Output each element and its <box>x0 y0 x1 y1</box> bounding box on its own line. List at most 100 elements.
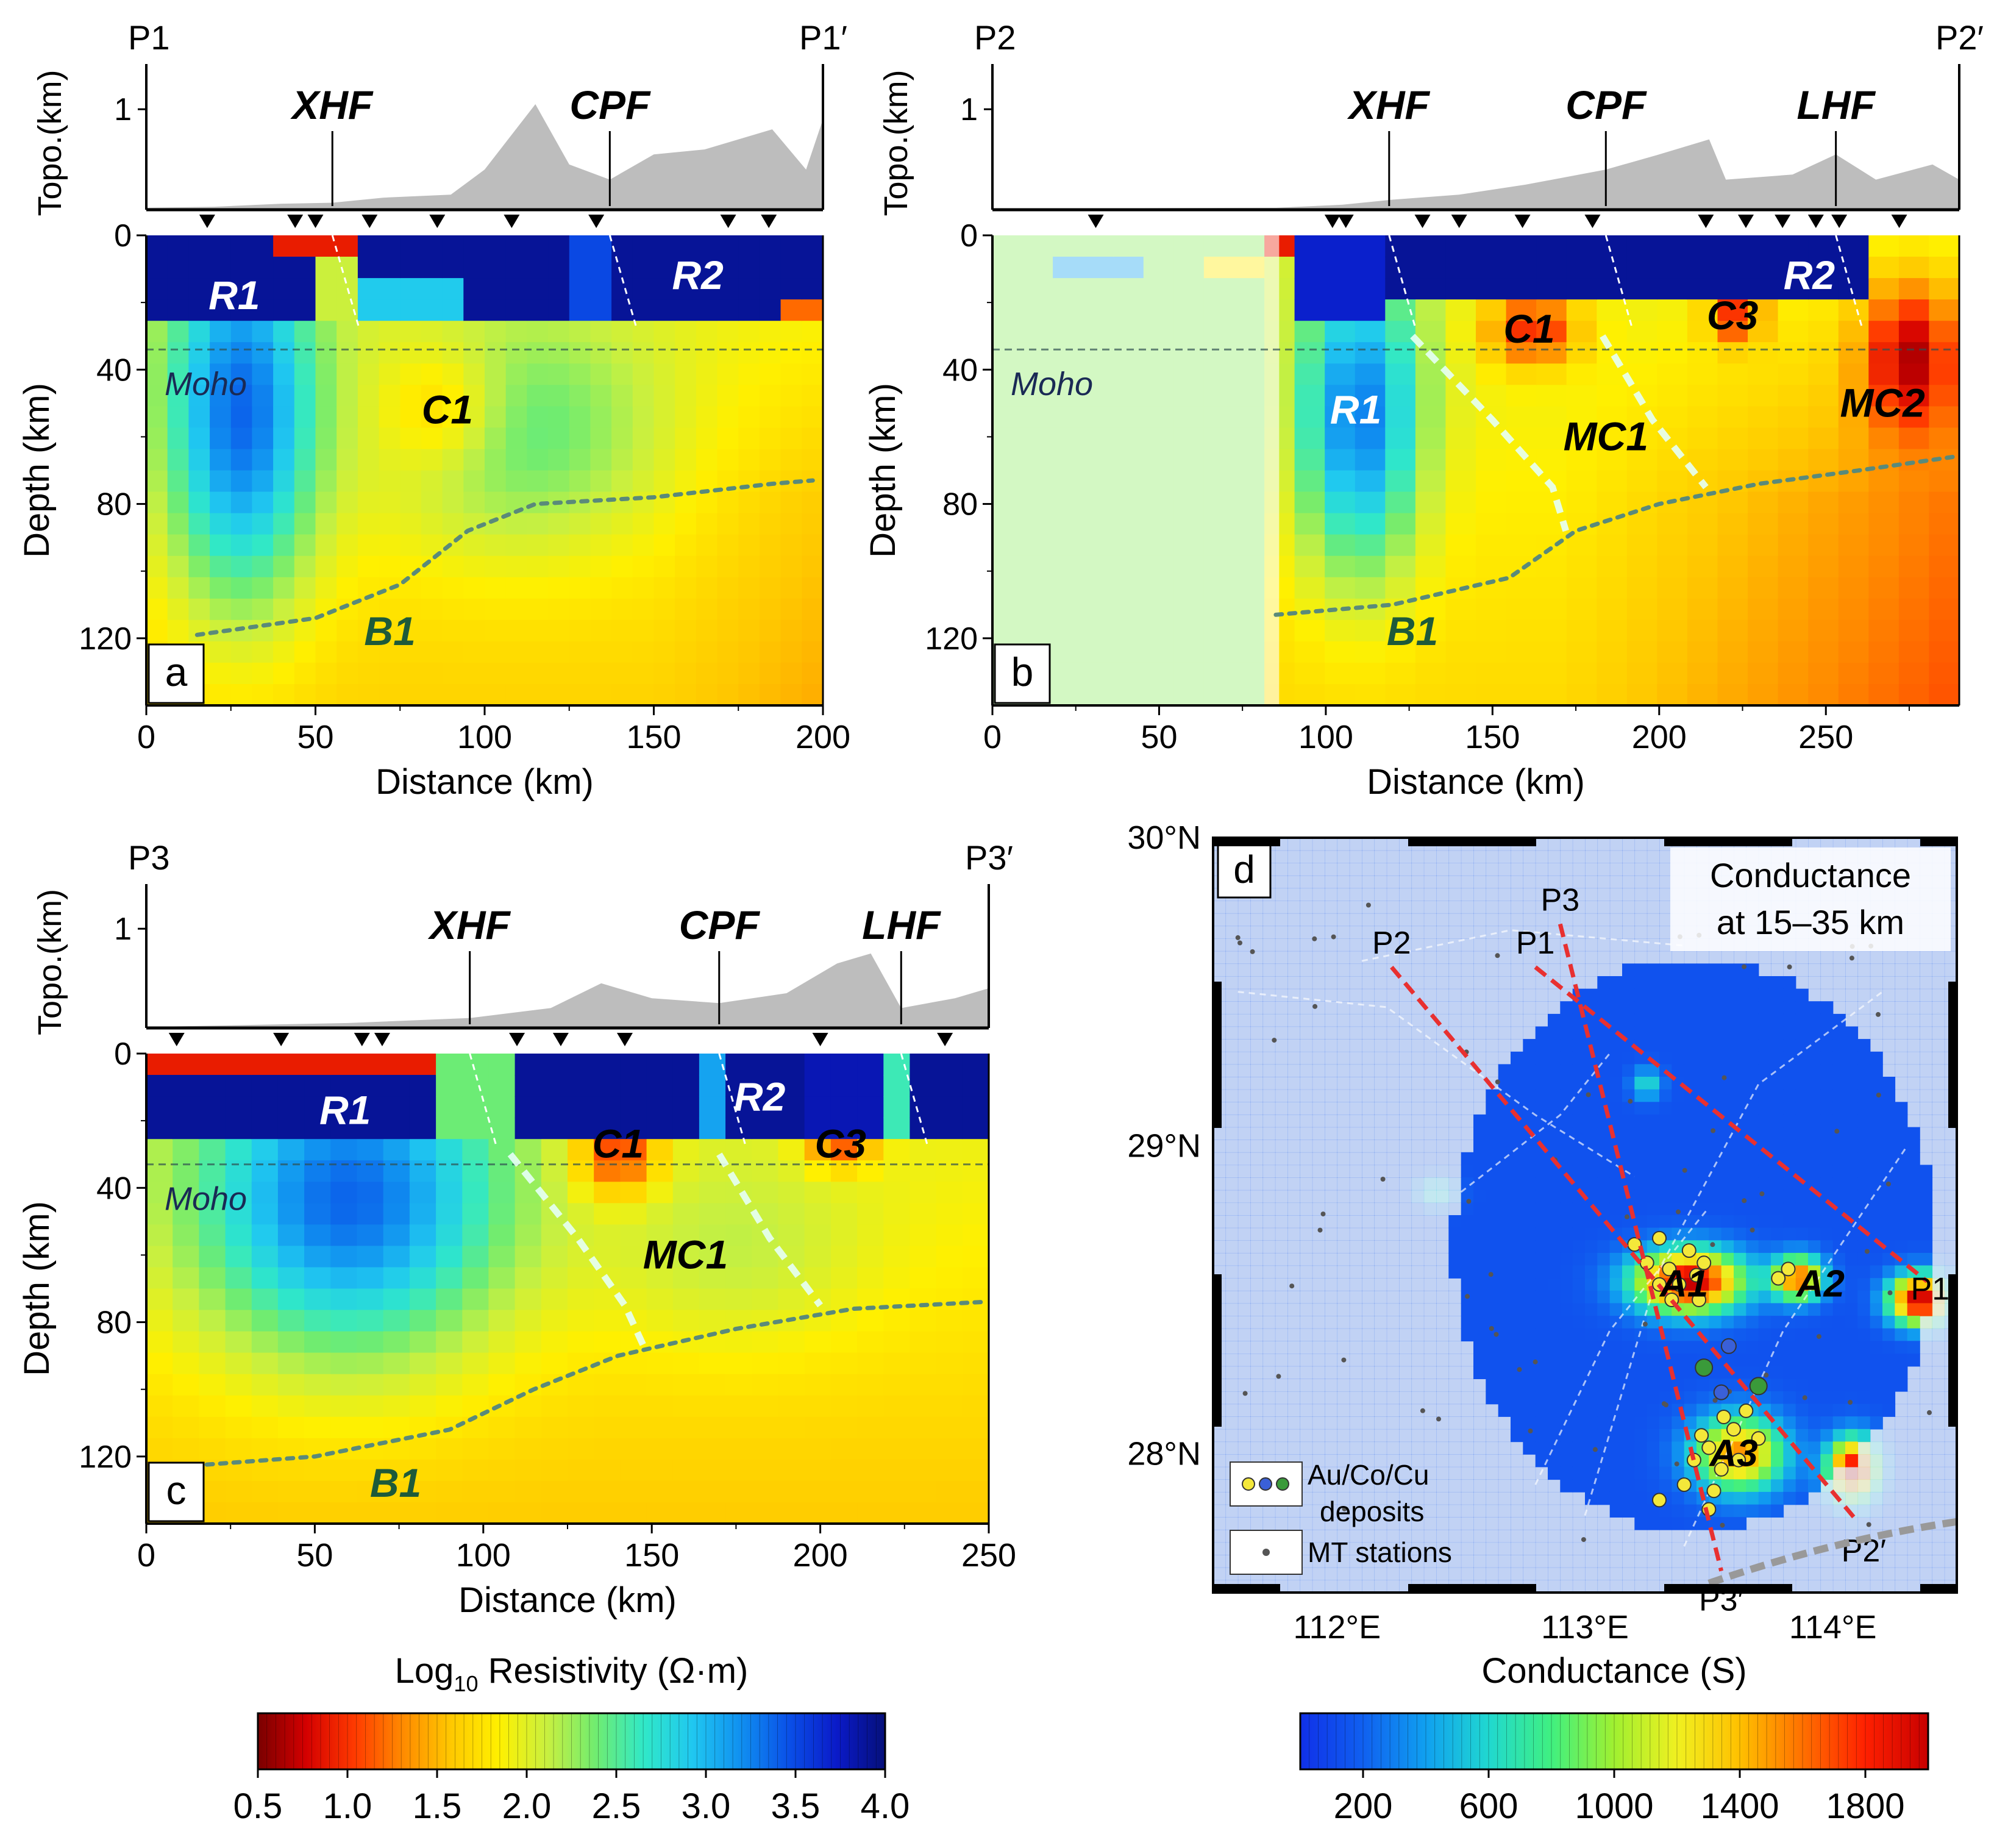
model-cell <box>1748 684 1779 706</box>
model-cell <box>653 257 675 279</box>
conductance-cell <box>1498 1491 1511 1505</box>
conductance-cell <box>1337 1379 1350 1392</box>
model-cell <box>210 363 232 386</box>
conductance-cell <box>1461 976 1474 990</box>
model-cell <box>1506 235 1537 257</box>
conductance-cell <box>1548 1441 1561 1455</box>
anomaly-label-r1: R1 <box>319 1088 371 1133</box>
mc-boundary-line <box>1410 334 1569 532</box>
conductance-cell <box>1634 1102 1648 1115</box>
model-cell <box>752 1352 779 1375</box>
model-cell <box>230 470 253 493</box>
conductance-cell <box>1300 1190 1313 1204</box>
model-cell <box>1536 598 1567 621</box>
conductance-cell <box>1585 1127 1598 1140</box>
model-cell <box>251 1374 279 1396</box>
conductance-cell <box>1411 1102 1425 1115</box>
conductance-cell <box>1250 1190 1264 1204</box>
model-cell <box>442 577 465 599</box>
model-cell <box>1748 235 1779 257</box>
conductance-cell <box>1374 1190 1387 1204</box>
conductance-cell <box>1250 951 1264 965</box>
model-cell <box>936 1331 963 1354</box>
model-cell <box>383 1310 410 1332</box>
model-cell <box>436 1480 463 1503</box>
model-cell <box>330 1374 358 1396</box>
conductance-cell <box>1572 1479 1586 1493</box>
conductance-cell <box>1486 1165 1499 1178</box>
model-cell <box>463 555 485 578</box>
conductance-cell <box>1659 850 1673 863</box>
conductance-cell <box>1647 1416 1660 1430</box>
conductance-cell <box>1262 1001 1276 1015</box>
conductance-cell <box>1225 1328 1239 1342</box>
conductance-cell <box>1250 1102 1264 1115</box>
conductance-cell <box>1275 976 1288 990</box>
conductance-cell <box>1758 988 1771 1002</box>
conductance-cell <box>1585 1555 1598 1568</box>
conductance-cell <box>1647 1391 1660 1405</box>
conductance-cell <box>1523 875 1536 889</box>
model-cell <box>379 491 401 514</box>
conductance-cell <box>1237 951 1251 965</box>
conductance-cell <box>1362 1013 1375 1027</box>
conductance-cell <box>1511 901 1524 914</box>
conductance-cell <box>1622 1441 1636 1455</box>
conductance-cell <box>1684 1404 1697 1417</box>
model-cell <box>1415 662 1447 685</box>
conductance-cell <box>1300 1580 1313 1593</box>
conductance-cell <box>1461 1001 1474 1015</box>
model-cell <box>1687 619 1718 642</box>
model-cell <box>541 1096 568 1118</box>
model-cell <box>1445 278 1476 300</box>
mt-station-marker <box>616 1033 633 1046</box>
conductance-cell <box>1287 1580 1301 1593</box>
model-cell <box>1355 385 1386 407</box>
model-cell <box>759 406 781 429</box>
conductance-cell <box>1250 1290 1264 1304</box>
conductance-cell <box>1386 913 1400 927</box>
conductance-cell <box>1225 1379 1239 1392</box>
conductance-cell <box>1709 1240 1722 1254</box>
model-cell <box>1748 385 1779 407</box>
model-cell <box>252 662 274 685</box>
conductance-cell <box>1262 1190 1276 1204</box>
model-cell <box>672 1224 700 1247</box>
conductance-cell <box>1473 1529 1487 1543</box>
conductance-cell <box>1287 901 1301 914</box>
conductance-cell <box>1448 1491 1462 1505</box>
conductance-cell <box>1535 901 1548 914</box>
conductance-cell <box>1312 1429 1325 1443</box>
model-cell <box>590 534 612 557</box>
model-cell <box>1717 619 1748 642</box>
model-cell <box>1778 449 1809 471</box>
model-cell <box>759 662 781 685</box>
conductance-cell <box>1622 863 1636 876</box>
model-cell <box>527 619 549 642</box>
conductance-cell <box>1709 1227 1722 1241</box>
conductance-cell <box>1411 1202 1425 1216</box>
conductance-cell <box>1448 1429 1462 1443</box>
resistivity-model-c <box>146 1054 989 1524</box>
model-cell <box>1294 619 1325 642</box>
conductance-cell <box>1262 1089 1276 1103</box>
conductance-cell <box>1300 1290 1313 1304</box>
conductance-cell <box>1287 1404 1301 1417</box>
model-cell <box>857 1139 885 1161</box>
conductance-cell <box>1411 1039 1425 1052</box>
conductance-cell <box>1349 1290 1362 1304</box>
model-cell <box>210 406 232 429</box>
conductance-cell <box>1548 1504 1561 1518</box>
conductance-cell <box>1312 1039 1325 1052</box>
model-cell <box>1597 427 1628 450</box>
model-cell <box>568 1075 594 1097</box>
conductance-cell <box>1696 1316 1710 1329</box>
model-cell <box>1778 427 1809 450</box>
model-cell <box>778 1118 805 1140</box>
conductance-cell <box>1511 1491 1524 1505</box>
model-cell <box>379 598 401 621</box>
conductance-cell <box>1622 1466 1636 1480</box>
conductance-cell <box>1325 1504 1338 1518</box>
conductance-cell <box>1399 1165 1412 1178</box>
model-cell <box>1294 555 1325 578</box>
